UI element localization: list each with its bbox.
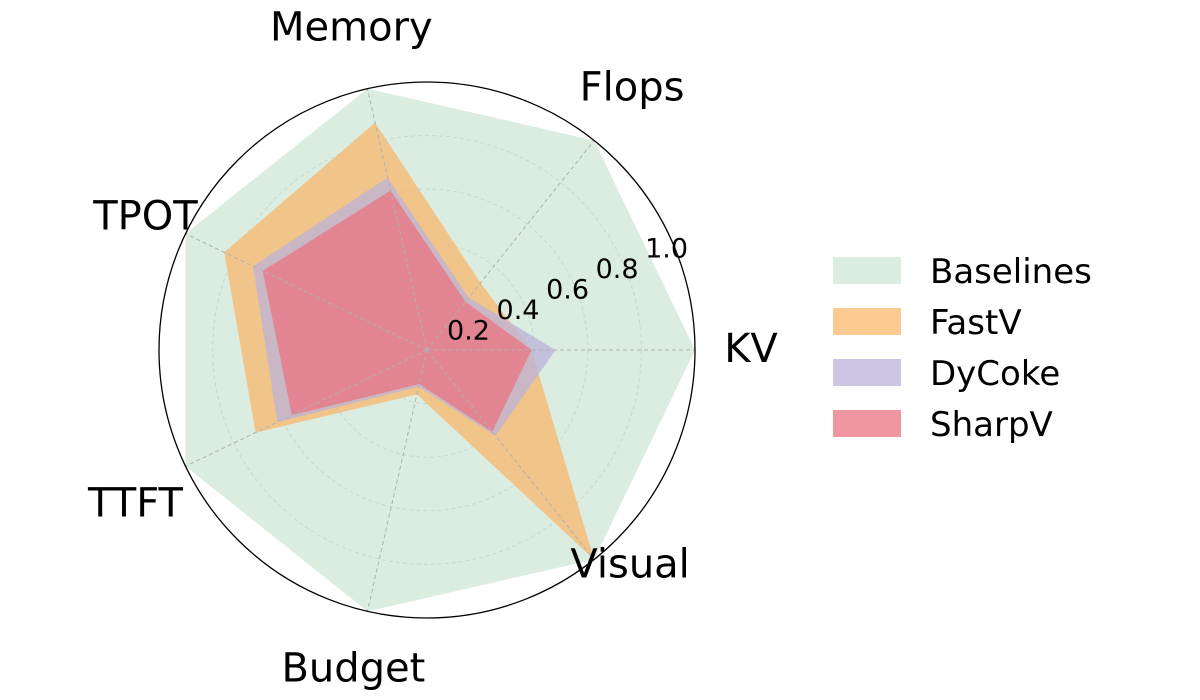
legend-label-sharpv: SharpV xyxy=(930,405,1053,445)
axis-label-kv: KV xyxy=(724,326,778,372)
spoke-tpot xyxy=(185,233,428,351)
axis-labels: KV Flops Memory TPOT TTFT Budget Visual xyxy=(87,5,778,692)
axis-label-memory: Memory xyxy=(270,5,433,51)
legend-label-baselines: Baselines xyxy=(930,252,1092,292)
spoke-memory xyxy=(366,88,428,351)
tick-label: 0.2 xyxy=(447,316,490,347)
outer-ring xyxy=(158,81,696,619)
legend-swatch-sharpv xyxy=(833,410,901,437)
spoke-ttft xyxy=(185,349,428,467)
spoke-budget xyxy=(366,349,428,612)
spokes xyxy=(185,88,695,612)
tick-label: 1.0 xyxy=(645,233,688,264)
spoke-visual xyxy=(426,349,595,560)
series-sharpv-area xyxy=(262,190,532,432)
legend-label-dycoke: DyCoke xyxy=(930,354,1060,394)
axis-label-tpot: TPOT xyxy=(92,194,198,240)
axis-label-visual: Visual xyxy=(570,542,689,588)
legend-swatch-dycoke xyxy=(833,359,901,386)
axis-label-flops: Flops xyxy=(580,65,685,111)
spoke-flops xyxy=(426,140,595,351)
series-layer xyxy=(185,88,695,612)
legend-swatch-baselines xyxy=(833,257,901,284)
axis-label-budget: Budget xyxy=(281,645,425,691)
tick-label: 0.4 xyxy=(497,295,540,326)
tick-label: 0.6 xyxy=(546,275,589,306)
axis-label-ttft: TTFT xyxy=(87,480,183,526)
legend: Baselines FastV DyCoke SharpV xyxy=(833,252,1092,445)
radial-tick-labels: 0.20.40.60.81.0 xyxy=(447,233,688,346)
legend-swatch-fastv xyxy=(833,308,901,335)
legend-label-fastv: FastV xyxy=(930,303,1022,343)
tick-label: 0.8 xyxy=(596,254,639,285)
